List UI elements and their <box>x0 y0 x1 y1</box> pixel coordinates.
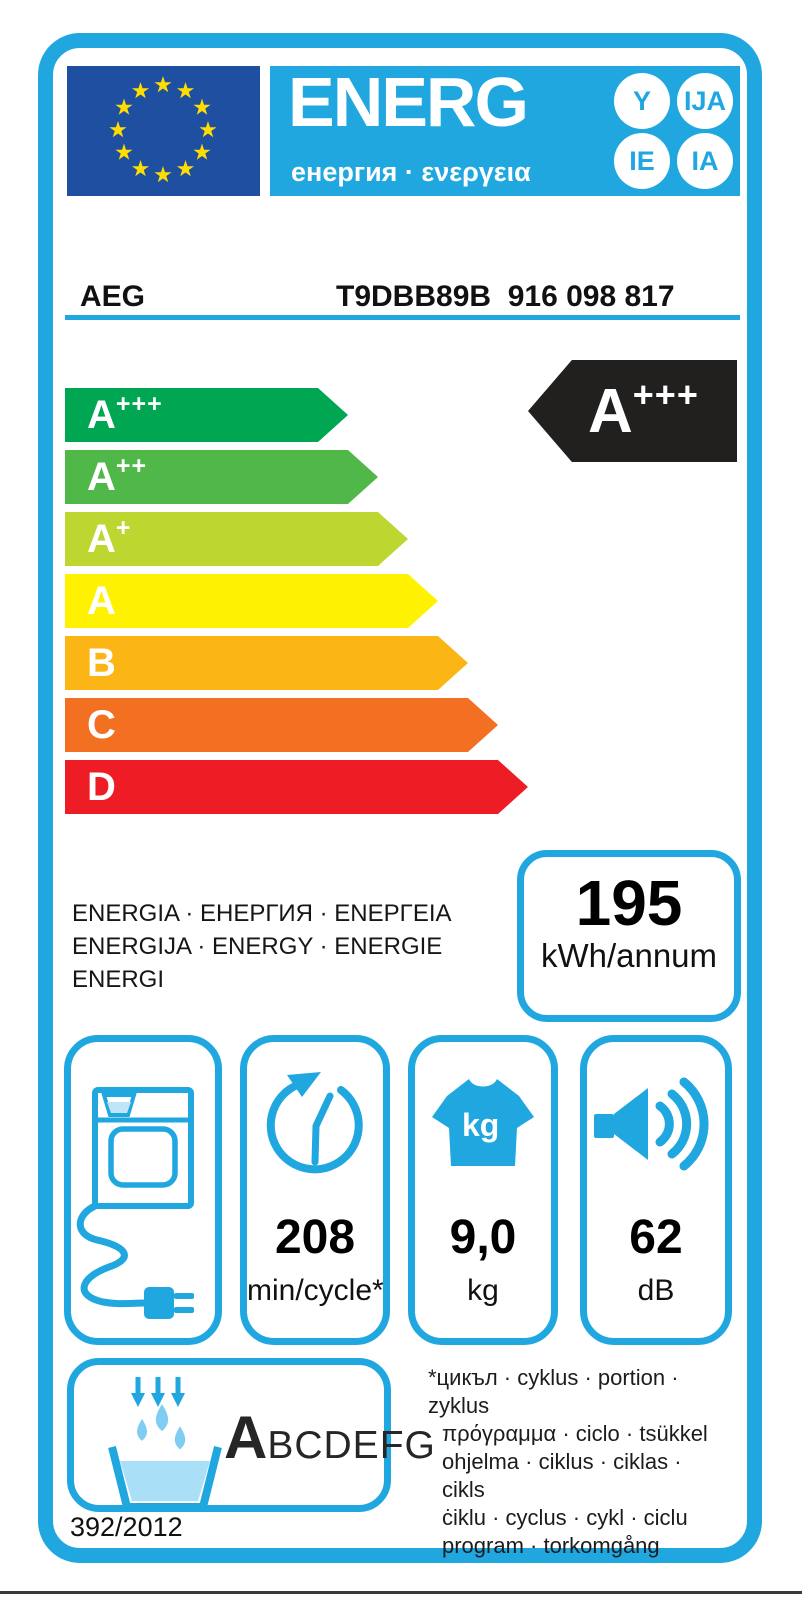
rating-bar-a-plus1: A + <box>65 512 408 566</box>
footnote-line: ċiklu · cyclus · cykl · ciclu <box>442 1505 688 1530</box>
eu-flag-stars <box>109 76 217 183</box>
noise-box: 62 dB <box>580 1035 732 1345</box>
rating-bar-d: D <box>65 760 528 814</box>
capacity-box: kg 9,0 kg <box>408 1035 558 1345</box>
energy-line: ENERGI <box>72 966 165 993</box>
appliance-type-box <box>64 1035 222 1345</box>
condensation-grade-scale: BCDEFG <box>267 1424 436 1467</box>
rating-bar-a-plus2: A ++ <box>65 450 378 504</box>
rating-bar-c: C <box>65 698 498 752</box>
rating-scale: A +++ A ++ A + A B C D <box>65 388 740 822</box>
speaker-noise-icon <box>587 1070 725 1180</box>
footnote-line: *цикъл · cyklus · portion · zyklus <box>428 1365 679 1418</box>
rating-letter: A <box>87 517 116 561</box>
rating-letter: B <box>87 641 116 685</box>
shirt-capacity-icon: kg <box>415 1064 551 1180</box>
annual-consumption-unit: kWh/annum <box>540 937 718 974</box>
indicator-letter: A <box>588 376 633 446</box>
class-indicator-arrow: A +++ <box>528 360 737 462</box>
suffix-circle-ija: IJA <box>677 73 733 129</box>
footnote-line: program · torkomgång <box>442 1533 660 1558</box>
cycle-time-unit: min/cycle* <box>247 1274 384 1307</box>
rating-letter: C <box>87 703 116 747</box>
rating-letter: A <box>87 455 116 499</box>
energ-title: ENERG <box>288 63 529 141</box>
eu-flag <box>67 66 260 196</box>
regulation-number: 392/2012 <box>70 1512 183 1542</box>
energy-wording: ENERGIA · ЕНЕРГИЯ · ΕΝΕΡΓΕΙΑ ENERGIJA · … <box>72 897 452 996</box>
energy-line: ENERGIA · ЕНЕРГИЯ · ΕΝΕΡΓΕΙΑ <box>72 900 452 927</box>
shirt-kg-badge: kg <box>462 1107 499 1143</box>
dryer-plug-icon <box>76 1087 194 1319</box>
rating-plus: ++ <box>115 451 148 480</box>
annual-consumption-value: 195 <box>575 867 683 939</box>
screenshot-bottom-edge <box>0 1591 802 1594</box>
rating-bar-b: B <box>65 636 468 690</box>
rating-letter: A <box>87 579 116 623</box>
capacity-value: 9,0 <box>449 1211 517 1264</box>
suffix-circle-ie: IE <box>614 133 670 189</box>
noise-value: 62 <box>629 1211 683 1264</box>
divider-rule <box>65 315 740 320</box>
clock-cycle-icon <box>247 1062 383 1178</box>
indicator-plus: +++ <box>632 374 699 415</box>
rating-letter: A <box>87 393 116 437</box>
label-frame <box>38 33 762 1563</box>
cycle-footnote: *цикъл · cyklus · portion · zyklus πρόγρ… <box>428 1364 720 1560</box>
cycle-time-box: 208 min/cycle* <box>240 1035 390 1345</box>
brand-name: AEG <box>80 280 146 313</box>
energ-header: ENERG енергия · ενεργεια Y IJA IE IA <box>270 63 740 196</box>
footnote-line: ohjelma · ciklus · ciklas · cikls <box>442 1449 682 1502</box>
condensation-icon <box>108 1377 222 1511</box>
energ-subtitle: енергия · ενεργεια <box>291 157 531 187</box>
energy-line: ENERGIJA · ENERGY · ENERGIE <box>72 933 443 960</box>
condensation-grade-current: A <box>224 1404 268 1471</box>
suffix-circle-y: Y <box>614 73 670 129</box>
rating-bar-a-plus3: A +++ <box>65 388 348 442</box>
rating-bar-a: A <box>65 574 438 628</box>
model-number: T9DBB89B 916 098 817 <box>336 280 675 313</box>
rating-letter: D <box>87 765 116 809</box>
suffix-circle-ia: IA <box>677 133 733 189</box>
rating-plus: +++ <box>115 389 163 418</box>
language-suffix-circles: Y IJA IE IA <box>614 73 733 189</box>
rating-plus: + <box>115 513 132 542</box>
condensation-grade: A BCDEFG <box>224 1403 436 1472</box>
annual-consumption-box: 195 kWh/annum <box>517 850 741 1022</box>
cycle-time-value: 208 <box>274 1211 356 1264</box>
noise-unit: dB <box>637 1274 675 1307</box>
condensation-efficiency-box: A BCDEFG <box>67 1358 435 1512</box>
footnote-line: πρόγραμμα · ciclo · tsükkel <box>442 1421 708 1446</box>
capacity-unit: kg <box>467 1274 499 1307</box>
